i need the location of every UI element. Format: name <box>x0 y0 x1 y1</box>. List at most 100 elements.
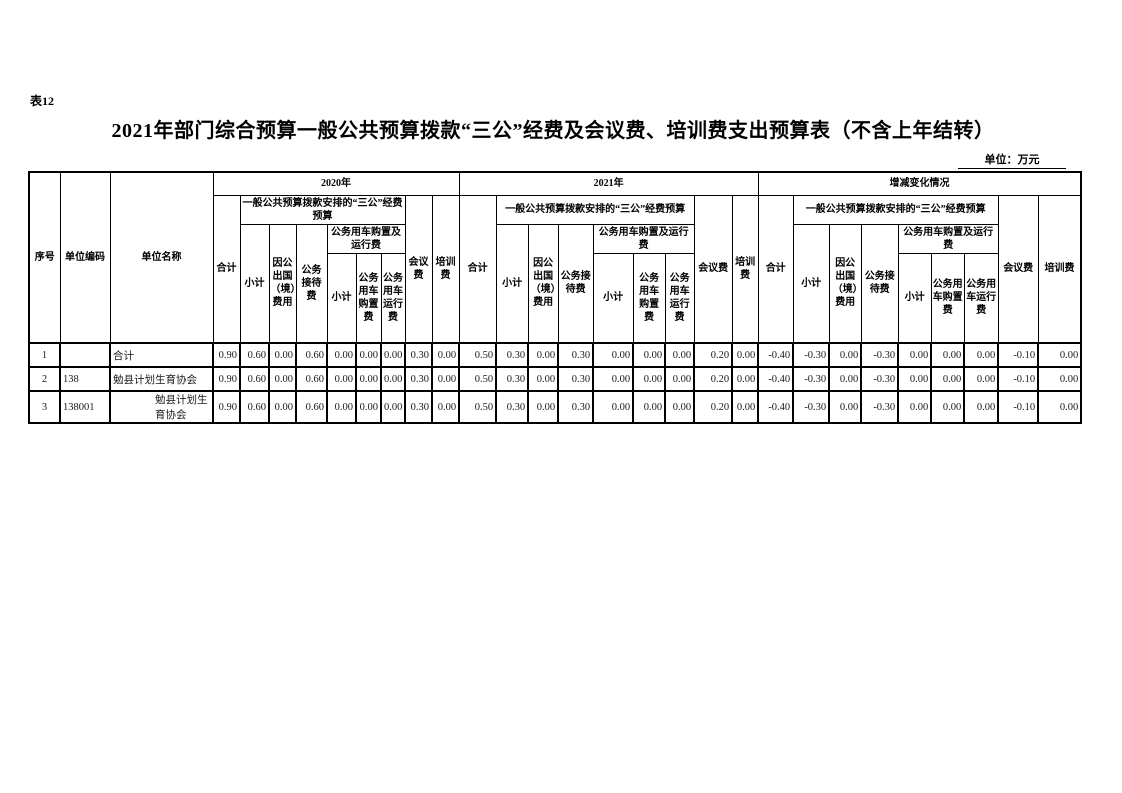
cell-change-meeting: -0.10 <box>997 366 1040 392</box>
header-2020-vehicle-group: 公务用车购置及运行费 <box>326 223 406 254</box>
header-change-abroad: 因公出国（境）费用 <box>828 223 862 344</box>
cell-change-total: -0.40 <box>757 390 795 424</box>
cell-change-abroad: 0.00 <box>828 342 863 368</box>
cell-2020-reception: 0.60 <box>295 390 328 424</box>
cell-2021-total: 0.50 <box>458 366 498 392</box>
cell-2021-subtotal: 0.30 <box>495 366 530 392</box>
cell-change-vehicle-purchase: 0.00 <box>930 390 966 424</box>
cell-2021-training: 0.00 <box>731 390 760 424</box>
cell-change-vehicle-operation: 0.00 <box>963 342 1000 368</box>
cell-2020-vehicle-subtotal: 0.00 <box>326 342 357 368</box>
table-row: 1 合计 0.90 0.60 0.00 0.60 0.00 0.00 0.00 … <box>28 342 1083 368</box>
cell-2021-meeting: 0.20 <box>693 366 734 392</box>
cell-unit-code <box>59 342 111 368</box>
cell-change-subtotal: -0.30 <box>792 342 831 368</box>
cell-unit-name: 勉县计划生育协会 <box>109 366 214 392</box>
cell-2020-training: 0.00 <box>430 390 461 424</box>
cell-2021-vehicle-operation: 0.00 <box>664 342 696 368</box>
cell-2020-abroad: 0.00 <box>268 390 297 424</box>
header-unit-name: 单位名称 <box>109 171 214 344</box>
header-2020: 2020年 <box>212 171 460 196</box>
cell-2020-meeting: 0.30 <box>404 342 433 368</box>
cell-2021-reception: 0.30 <box>557 390 595 424</box>
cell-change-reception: -0.30 <box>860 366 900 392</box>
cell-change-vehicle-operation: 0.00 <box>963 366 1000 392</box>
cell-2021-vehicle-operation: 0.00 <box>664 366 696 392</box>
cell-2021-reception: 0.30 <box>557 342 595 368</box>
header-change-training: 培训费 <box>1037 194 1082 344</box>
cell-2021-vehicle-subtotal: 0.00 <box>592 390 635 424</box>
cell-2021-vehicle-operation: 0.00 <box>664 390 696 424</box>
header-unit-code: 单位编码 <box>59 171 111 344</box>
cell-change-total: -0.40 <box>757 342 795 368</box>
header-2021-vehicle-operation: 公务用车运行费 <box>664 252 695 344</box>
cell-2021-total: 0.50 <box>458 390 498 424</box>
cell-change-training: 0.00 <box>1037 390 1083 424</box>
cell-2021-vehicle-subtotal: 0.00 <box>592 366 635 392</box>
header-row-years: 序号 单位编码 单位名称 2020年 2021年 增减变化情况 <box>28 171 1082 344</box>
cell-2021-abroad: 0.00 <box>527 342 560 368</box>
header-2021-three-public-group: 一般公共预算拨款安排的“三公”经费预算 <box>495 194 695 225</box>
header-2020-subtotal: 小计 <box>239 223 270 344</box>
cell-seq: 2 <box>28 366 61 392</box>
cell-change-training: 0.00 <box>1037 366 1083 392</box>
header-2020-vehicle-subtotal: 小计 <box>326 252 357 344</box>
cell-seq: 3 <box>28 390 61 424</box>
header-2021-total: 合计 <box>458 194 497 344</box>
cell-unit-name: 合计 <box>109 342 214 368</box>
cell-2021-meeting: 0.20 <box>693 342 734 368</box>
header-change-three-public-group: 一般公共预算拨款安排的“三公”经费预算 <box>792 194 999 225</box>
cell-change-abroad: 0.00 <box>828 390 863 424</box>
header-change-vehicle-operation: 公务用车运行费 <box>963 252 999 344</box>
table-row: 2 138 勉县计划生育协会 0.90 0.60 0.00 0.60 0.00 … <box>28 366 1083 392</box>
cell-2020-total: 0.90 <box>212 366 241 392</box>
cell-2021-total: 0.50 <box>458 342 498 368</box>
header-row-vehicle-group: 小计 因公出国（境）费用 公务接待费 公务用车购置及运行费 小计 因公出国（境）… <box>29 223 1081 344</box>
cell-2020-meeting: 0.30 <box>404 366 433 392</box>
cell-2020-vehicle-purchase: 0.00 <box>355 366 382 392</box>
header-change-vehicle-subtotal: 小计 <box>897 252 932 344</box>
cell-2021-vehicle-subtotal: 0.00 <box>592 342 635 368</box>
table-row: 3 138001 勉县计划生育协会 0.90 0.60 0.00 0.60 0.… <box>28 390 1083 424</box>
cell-2021-vehicle-purchase: 0.00 <box>632 342 667 368</box>
cell-2020-vehicle-operation: 0.00 <box>380 390 406 424</box>
page-title: 2021年部门综合预算一般公共预算拨款“三公”经费及会议费、培训费支出预算表（不… <box>111 120 995 142</box>
cell-unit-code: 138 <box>59 366 111 392</box>
cell-change-vehicle-purchase: 0.00 <box>930 342 966 368</box>
cell-change-vehicle-operation: 0.00 <box>963 390 1000 424</box>
cell-change-subtotal: -0.30 <box>792 390 831 424</box>
cell-2021-subtotal: 0.30 <box>495 390 530 424</box>
header-2020-total: 合计 <box>212 194 241 344</box>
cell-2020-vehicle-operation: 0.00 <box>380 366 406 392</box>
header-2021: 2021年 <box>458 171 759 196</box>
cell-2020-subtotal: 0.60 <box>239 390 270 424</box>
cell-2020-training: 0.00 <box>430 366 461 392</box>
cell-seq: 1 <box>28 342 61 368</box>
cell-change-vehicle-subtotal: 0.00 <box>897 366 933 392</box>
cell-change-reception: -0.30 <box>860 390 900 424</box>
cell-2020-subtotal: 0.60 <box>239 366 270 392</box>
header-2021-meeting: 会议费 <box>693 194 733 344</box>
cell-2020-reception: 0.60 <box>295 366 328 392</box>
sheet-label: 表12 <box>30 94 55 108</box>
cell-change-meeting: -0.10 <box>997 390 1040 424</box>
cell-2020-subtotal: 0.60 <box>239 342 270 368</box>
cell-2020-vehicle-operation: 0.00 <box>380 342 406 368</box>
cell-2021-vehicle-purchase: 0.00 <box>632 366 667 392</box>
header-change-meeting: 会议费 <box>997 194 1039 344</box>
cell-change-vehicle-subtotal: 0.00 <box>897 390 933 424</box>
header-2020-three-public-group: 一般公共预算拨款安排的“三公”经费预算 <box>239 194 406 225</box>
header-change-total: 合计 <box>757 194 794 344</box>
header-2021-vehicle-purchase: 公务用车购置费 <box>632 252 666 344</box>
cell-unit-code: 138001 <box>59 390 111 424</box>
header-2021-vehicle-subtotal: 小计 <box>592 252 634 344</box>
budget-table: 序号 单位编码 单位名称 2020年 2021年 增减变化情况 合计 一般公共预… <box>28 171 1083 424</box>
cell-2021-subtotal: 0.30 <box>495 342 530 368</box>
header-row-vehicle-leaves: 小计 公务用车购置费 公务用车运行费 小计 公务用车购置费 公务用车运行费 小计… <box>29 252 1081 344</box>
cell-2020-total: 0.90 <box>212 390 241 424</box>
cell-2021-abroad: 0.00 <box>527 390 560 424</box>
cell-change-vehicle-subtotal: 0.00 <box>897 342 933 368</box>
cell-2021-meeting: 0.20 <box>693 390 734 424</box>
cell-change-abroad: 0.00 <box>828 366 863 392</box>
